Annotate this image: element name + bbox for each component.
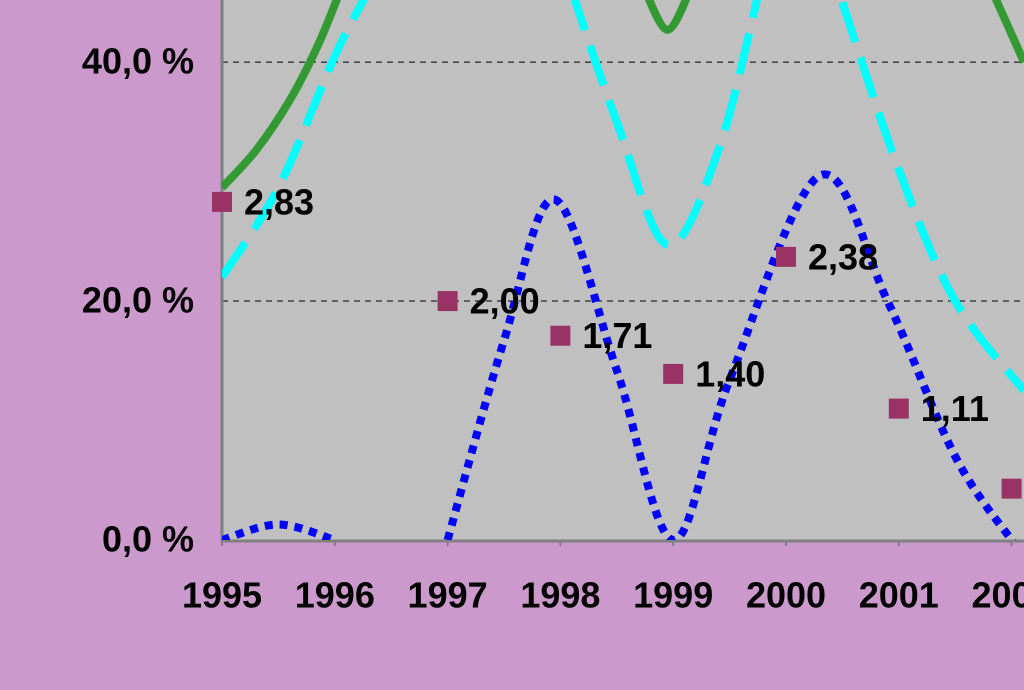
line-series <box>991 0 1024 64</box>
x-tick-label: 1997 <box>408 575 488 616</box>
y-tick-label: 40,0 % <box>82 41 194 82</box>
line-series <box>222 0 341 191</box>
plot-lines <box>222 0 1024 540</box>
y-tick-label: 20,0 % <box>82 280 194 321</box>
x-tick-label: 1996 <box>295 575 375 616</box>
data-label: 1,40 <box>695 353 765 394</box>
data-marker <box>775 246 796 267</box>
line-series <box>838 1 1024 394</box>
y-tick-label: 0,0 % <box>102 519 194 560</box>
data-marker <box>212 191 232 212</box>
data-marker <box>437 291 458 312</box>
x-tick-label: 2001 <box>859 575 939 616</box>
data-label: 2,38 <box>808 236 878 277</box>
x-tick-label: 1998 <box>520 575 600 616</box>
x-tick-label: 1995 <box>182 575 262 616</box>
data-label: 2,83 <box>244 181 314 222</box>
line-series <box>570 0 762 249</box>
data-marker <box>550 325 571 346</box>
data-marker <box>888 398 909 419</box>
data-label: 1,71 <box>582 315 652 356</box>
x-tick-label: 1999 <box>633 575 713 616</box>
line-series <box>644 0 691 34</box>
data-marker <box>1001 478 1022 499</box>
data-label: 2,00 <box>470 281 540 322</box>
data-label: 1,11 <box>921 388 989 429</box>
plot-area <box>222 0 1024 540</box>
data-marker <box>663 363 684 384</box>
x-tick-label: 2000 <box>746 575 826 616</box>
